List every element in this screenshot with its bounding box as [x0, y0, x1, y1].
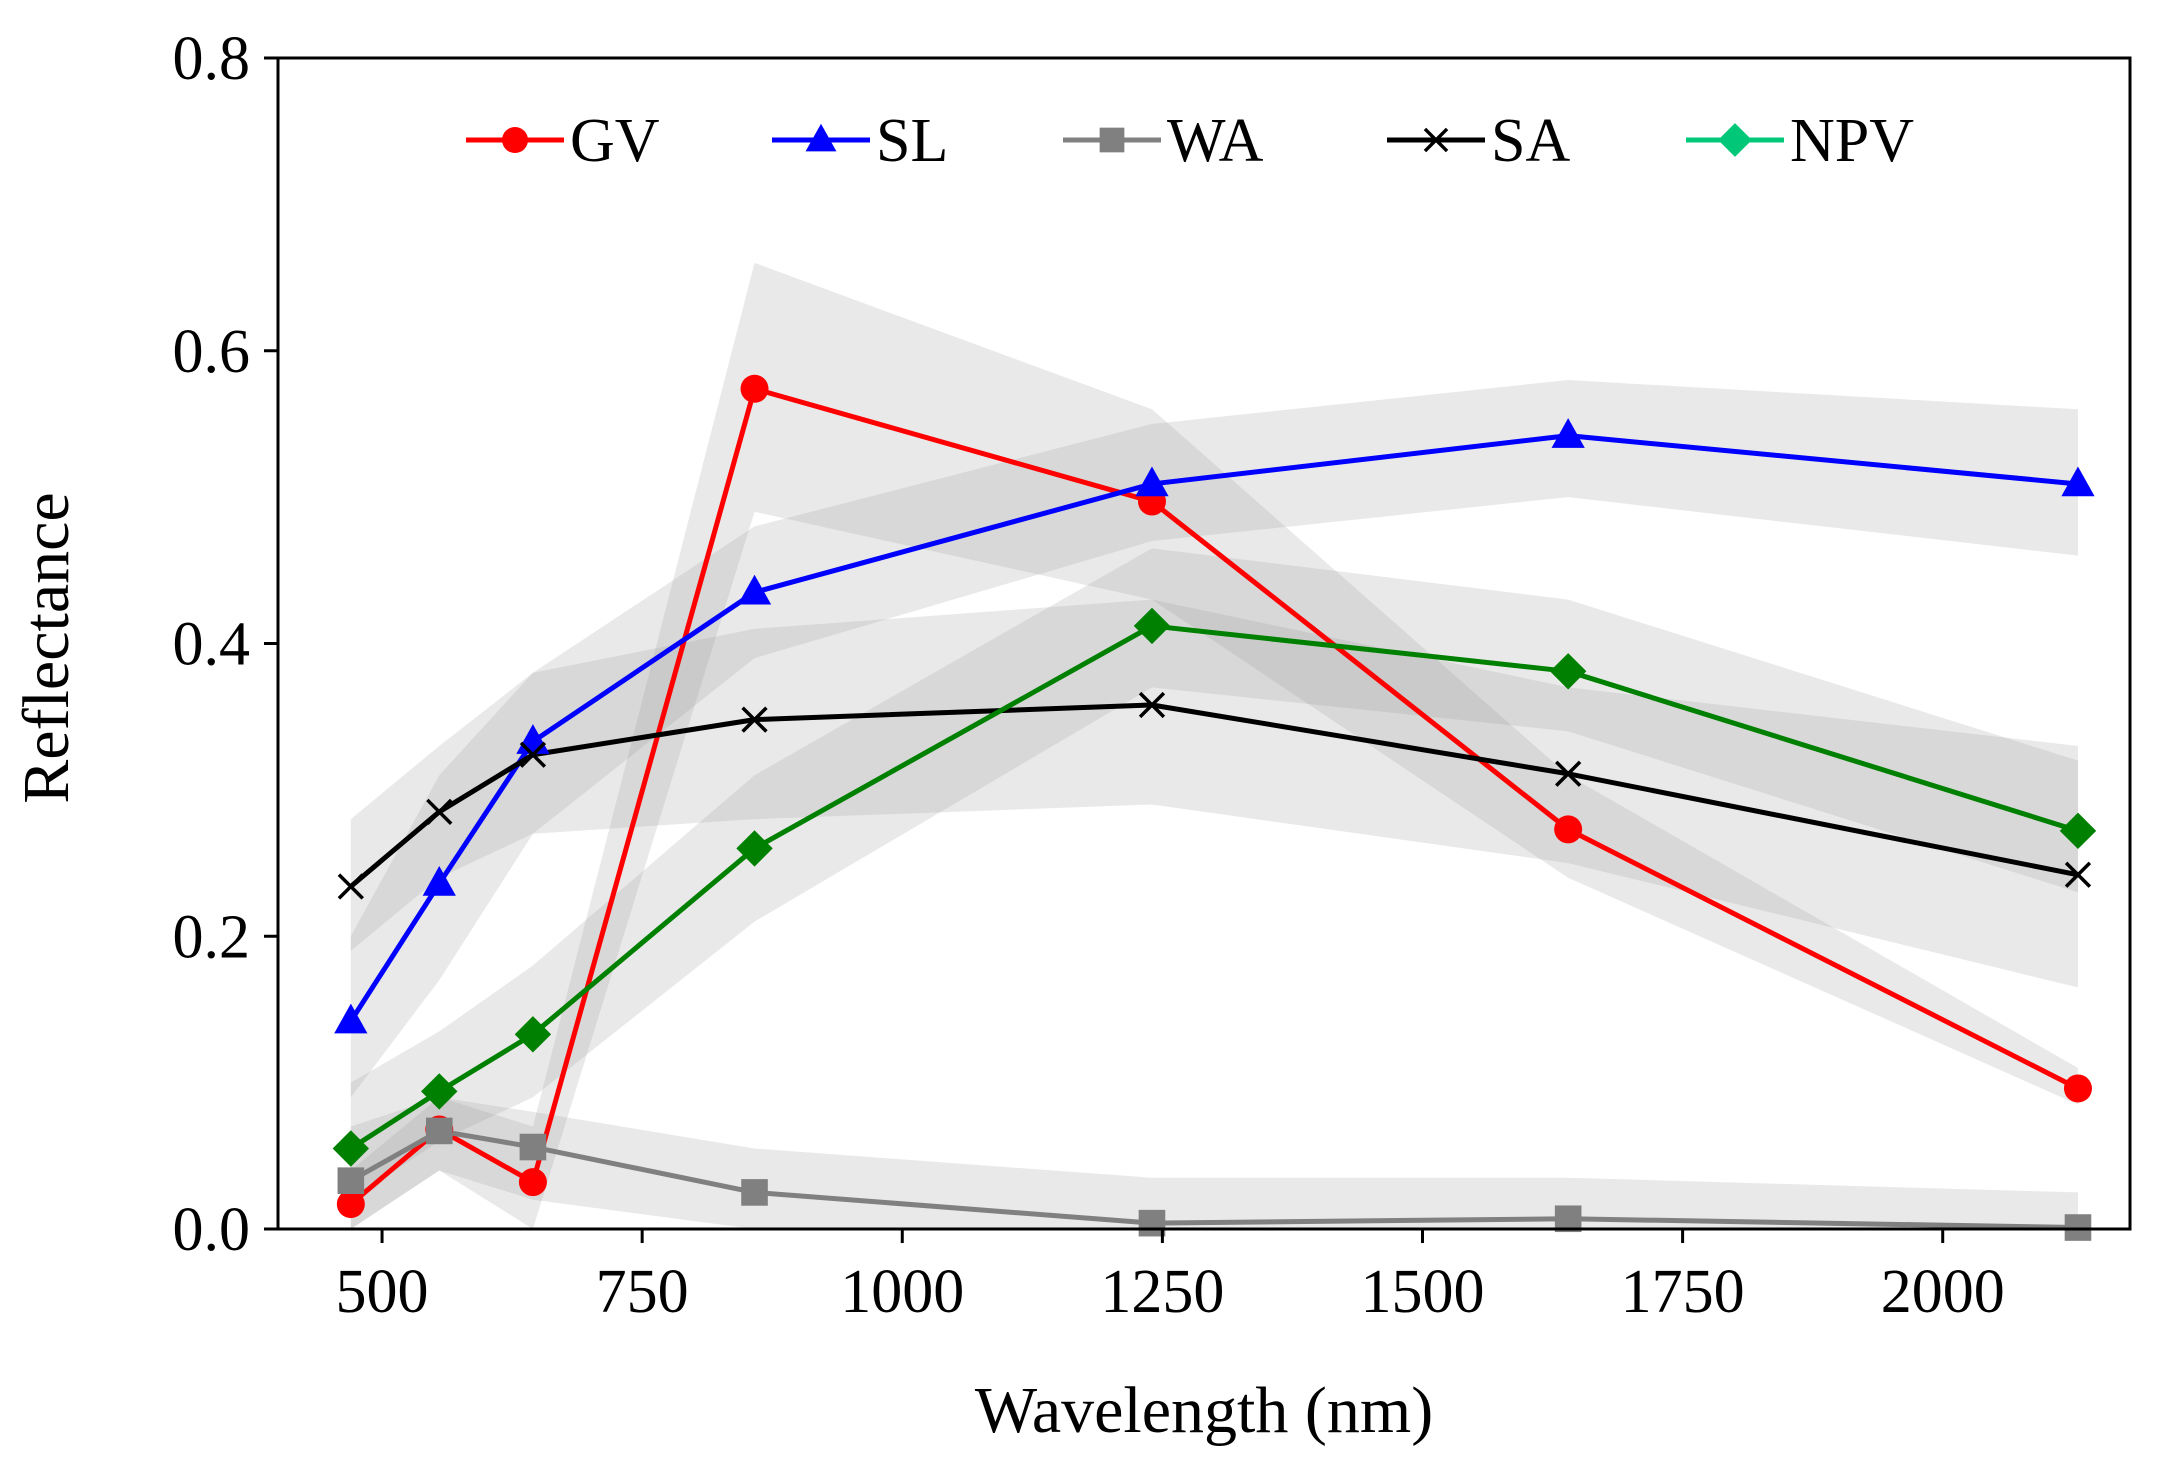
marker-npv-3	[736, 830, 773, 867]
x-tick-label: 1250	[1100, 1258, 1224, 1326]
marker-sl-4	[1135, 466, 1169, 497]
legend-marker-gv	[502, 127, 528, 153]
marker-wa-0	[337, 1167, 365, 1194]
x-tick-label: 500	[336, 1258, 429, 1326]
marker-sa-3	[741, 706, 768, 733]
x-tick-label: 750	[596, 1258, 689, 1326]
marker-sa-0	[337, 873, 364, 900]
marker-gv-0	[336, 1190, 365, 1219]
marker-gv-5	[1554, 815, 1583, 844]
legend-marker-npv	[1718, 123, 1752, 157]
legend: GV SL WA SA NPV	[466, 107, 1914, 175]
legend-label-npv: NPV	[1790, 107, 1914, 175]
legend-label-wa: WA	[1167, 107, 1264, 175]
legend-label-sa: SA	[1491, 107, 1570, 175]
marker-sa-4	[1138, 691, 1166, 719]
marker-npv-2	[514, 1016, 552, 1053]
x-tick-label: 1750	[1621, 1258, 1745, 1326]
marker-gv-6	[2063, 1074, 2092, 1103]
band-gv	[350, 262, 2078, 1229]
band-npv	[350, 548, 2078, 1200]
marker-wa-2	[519, 1133, 547, 1161]
marker-sa-6	[2064, 861, 2092, 888]
x-tick-label: 1000	[840, 1258, 964, 1326]
legend-item-gv: GV	[466, 107, 660, 175]
y-tick-label: 0.4	[173, 611, 251, 679]
band-sl	[350, 380, 2078, 1098]
marker-npv-1	[421, 1073, 458, 1110]
series-markers	[332, 374, 2097, 1241]
marker-sl-1	[422, 866, 456, 896]
y-tick-label: 0.0	[173, 1196, 251, 1264]
marker-wa-4	[1138, 1209, 1166, 1237]
x-tick-label: 1500	[1360, 1258, 1484, 1326]
marker-npv-6	[2059, 812, 2097, 850]
marker-sl-0	[334, 1003, 368, 1034]
legend-item-sa: SA	[1387, 107, 1570, 175]
marker-gv-3	[740, 374, 769, 403]
marker-sa-1	[426, 798, 453, 825]
legend-label-gv: GV	[570, 107, 660, 175]
marker-npv-5	[1549, 653, 1587, 690]
x-tick-label: 2000	[1881, 1258, 2005, 1326]
marker-npv-4	[1133, 607, 1171, 645]
marker-sl-3	[737, 574, 772, 605]
marker-sa-5	[1555, 760, 1582, 787]
marker-gv-2	[518, 1168, 547, 1197]
legend-item-npv: NPV	[1686, 107, 1914, 175]
uncertainty-bands	[350, 262, 2078, 1229]
y-tick-label: 0.2	[173, 903, 251, 971]
marker-sl-6	[2061, 466, 2095, 497]
y-ticks: 0.0 0.2 0.4 0.6 0.8	[173, 25, 278, 1264]
x-axis-title: Wavelength (nm)	[975, 1374, 1433, 1447]
legend-marker-sa	[1423, 127, 1449, 153]
marker-sa-2	[519, 741, 547, 768]
marker-wa-3	[741, 1179, 768, 1206]
legend-label-sl: SL	[876, 107, 948, 175]
x-ticks: 500 750 1000 1250 1500 1750 2000	[336, 1229, 2005, 1326]
legend-marker-sl	[805, 123, 837, 152]
y-tick-label: 0.8	[173, 25, 251, 93]
legend-item-sl: SL	[772, 107, 948, 175]
legend-item-wa: WA	[1063, 107, 1264, 175]
legend-marker-wa	[1099, 127, 1125, 153]
y-axis-title: Reflectance	[10, 492, 83, 803]
marker-npv-0	[332, 1130, 370, 1167]
marker-sl-5	[1551, 418, 1585, 448]
y-tick-label: 0.6	[173, 318, 251, 386]
marker-wa-1	[425, 1117, 453, 1145]
